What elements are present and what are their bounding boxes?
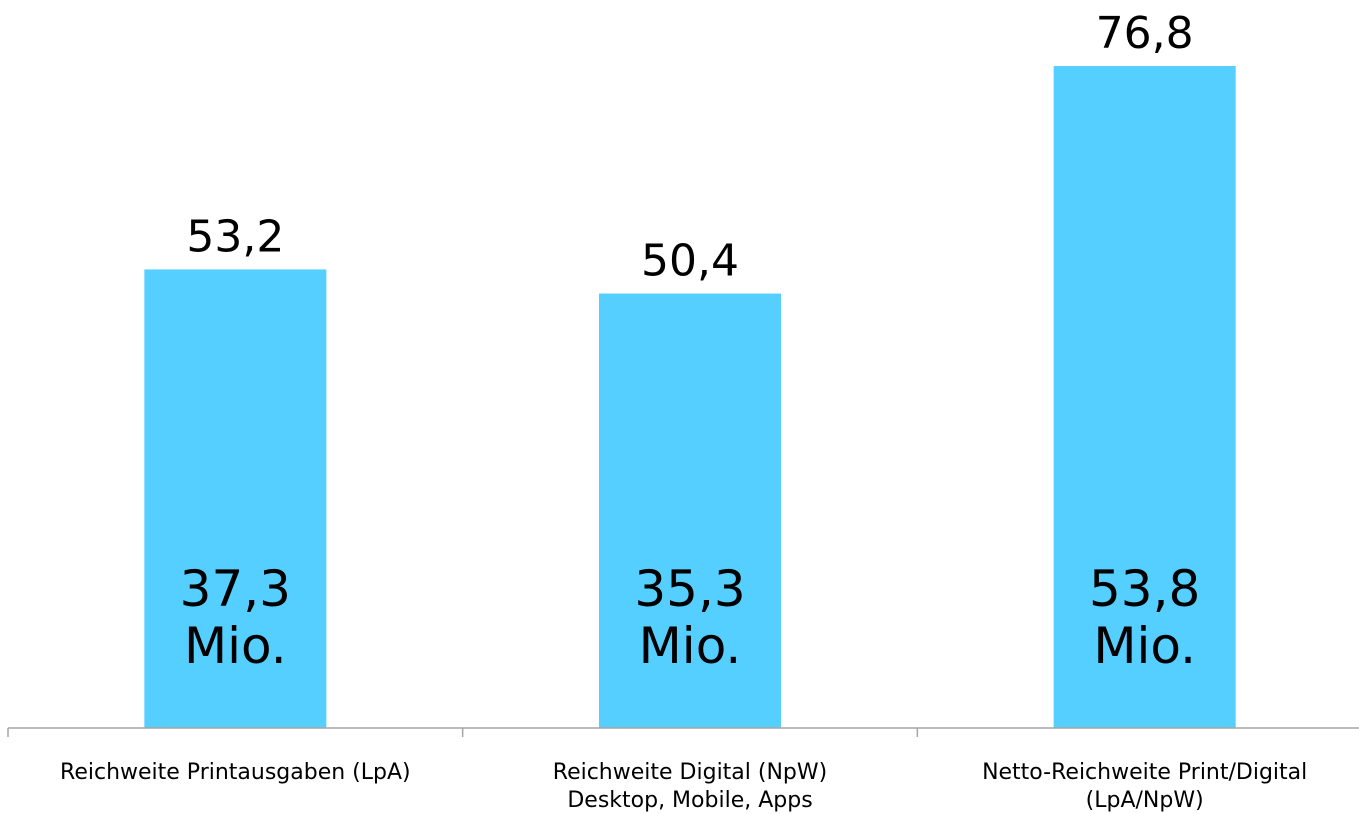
category-label-1-1: Reichweite Printausgaben (LpA)	[60, 760, 411, 785]
inner-label-1-1: 37,3	[180, 560, 291, 618]
value-label-1: 53,2	[186, 211, 284, 262]
bar-2	[599, 293, 781, 728]
inner-label-3-1: 53,8	[1089, 560, 1200, 618]
inner-label-2-2: Mio.	[639, 617, 742, 675]
inner-label-1-2: Mio.	[184, 617, 287, 675]
inner-label-2-1: 35,3	[634, 560, 745, 618]
inner-label-3-2: Mio.	[1093, 617, 1196, 675]
category-label-3-2: (LpA/NpW)	[1086, 788, 1204, 813]
bar-1	[144, 269, 327, 728]
value-label-2: 50,4	[641, 236, 739, 287]
category-label-2-1: Reichweite Digital (NpW)	[553, 760, 827, 785]
category-label-2-2: Desktop, Mobile, Apps	[567, 788, 812, 813]
category-label-3-1: Netto-Reichweite Print/Digital	[982, 760, 1307, 785]
bar-3	[1053, 66, 1236, 728]
value-label-3: 76,8	[1096, 8, 1194, 59]
